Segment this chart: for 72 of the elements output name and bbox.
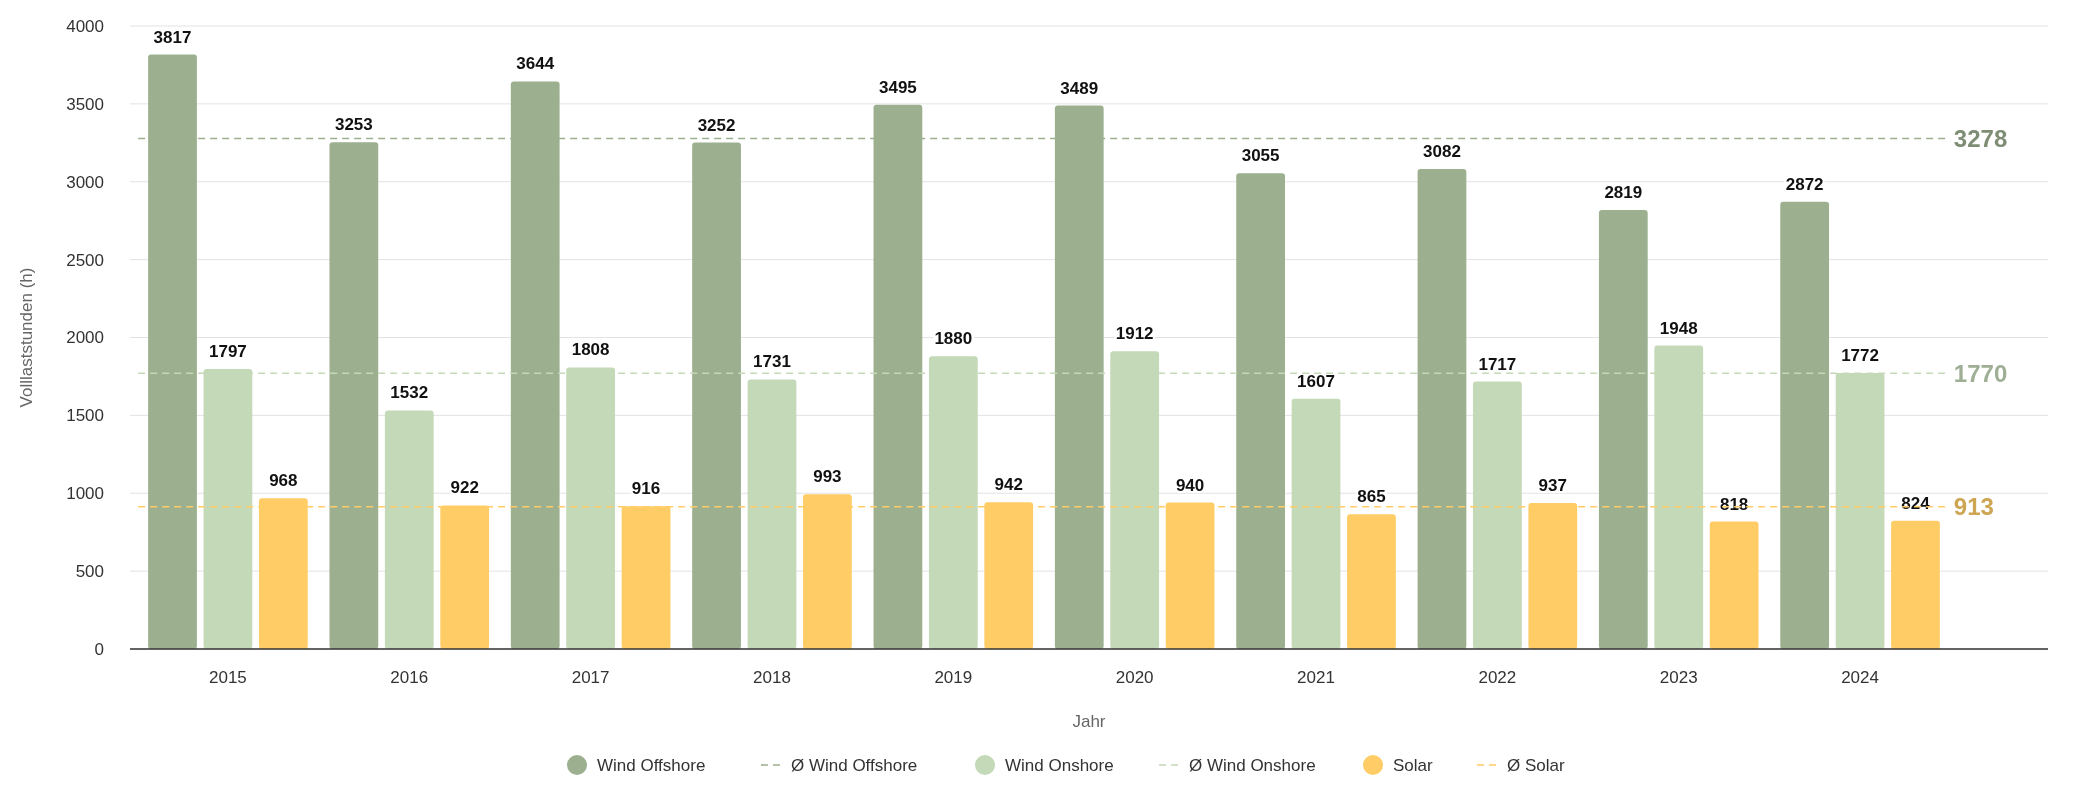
y-tick-label: 2000 [66, 328, 104, 348]
data-label: 1532 [390, 383, 429, 403]
data-label: 993 [813, 467, 842, 487]
legend-label: Ø Wind Offshore [791, 755, 918, 775]
data-label: 937 [1538, 476, 1567, 496]
bar [1780, 201, 1830, 649]
annotation: 3278 [1953, 124, 2008, 152]
data-label: 1912 [1115, 324, 1154, 344]
x-tick-label: 2018 [753, 668, 791, 687]
y-tick-label: 0 [94, 639, 104, 659]
legend-label: Ø Solar [1507, 755, 1565, 775]
data-label: 818 [1719, 494, 1749, 514]
data-label: 1797 [209, 342, 247, 362]
x-tick-label: 2016 [390, 668, 429, 687]
y-tick-label: 3500 [66, 94, 104, 114]
data-label: 3082 [1423, 141, 1461, 161]
x-tick-label: 2021 [1297, 668, 1335, 687]
legend-label: Solar [1393, 755, 1434, 775]
y-tick-label: 1500 [66, 406, 104, 426]
y-axis-title: Volllaststunden (h) [17, 267, 36, 408]
bar [384, 410, 434, 649]
data-label: 922 [450, 478, 479, 498]
x-axis-title: Jahr [1072, 712, 1106, 731]
data-label: 3644 [516, 54, 555, 74]
y-tick-label: 3000 [66, 172, 104, 192]
y-tick-label: 1000 [66, 484, 104, 504]
bar [1347, 514, 1396, 649]
x-tick-label: 2024 [1841, 668, 1879, 687]
legend-label: Ø Wind Onshore [1189, 755, 1316, 775]
data-label: 968 [269, 471, 298, 491]
x-tick-label: 2019 [934, 668, 973, 687]
bar [1472, 381, 1522, 649]
bar [692, 142, 741, 649]
data-label: 3253 [334, 115, 373, 135]
data-label: 3055 [1241, 146, 1280, 166]
data-label: 1808 [571, 340, 610, 360]
x-tick-label: 2022 [1478, 668, 1517, 687]
data-label: 942 [994, 475, 1023, 495]
data-label: 865 [1357, 487, 1386, 507]
y-tick-label: 500 [75, 562, 104, 582]
bar [1598, 209, 1648, 649]
data-label: 1948 [1659, 318, 1698, 338]
data-label: 1607 [1297, 371, 1335, 391]
data-label: 1772 [1841, 346, 1879, 366]
bar [1891, 520, 1940, 649]
data-label: 3252 [697, 115, 736, 135]
data-label: 3817 [153, 27, 192, 47]
legend-label: Wind Onshore [1005, 755, 1114, 775]
bar [1236, 173, 1285, 649]
annotation: 1770 [1953, 359, 2008, 387]
bar [1291, 398, 1341, 649]
data-label: 3489 [1060, 78, 1099, 98]
x-tick-label: 2020 [1115, 668, 1154, 687]
x-tick-label: 2015 [209, 668, 247, 687]
x-tick-label: 2023 [1659, 668, 1698, 687]
y-tick-label: 4000 [66, 16, 104, 36]
bar [1709, 521, 1759, 649]
bar [329, 142, 379, 649]
legend-label: Wind Offshore [597, 755, 706, 775]
data-label: 1731 [753, 352, 791, 372]
data-label: 2872 [1785, 174, 1824, 194]
x-tick-label: 2017 [571, 668, 610, 687]
data-label: 940 [1175, 475, 1205, 495]
bar [1417, 168, 1467, 649]
data-label: 1717 [1478, 354, 1517, 374]
data-label: 1880 [934, 329, 973, 349]
data-label: 3495 [879, 77, 917, 97]
data-label: 2819 [1604, 182, 1643, 202]
annotation: 913 [1953, 493, 1994, 521]
bar [747, 379, 797, 649]
y-tick-label: 2500 [66, 250, 104, 270]
data-label: 916 [631, 479, 661, 499]
